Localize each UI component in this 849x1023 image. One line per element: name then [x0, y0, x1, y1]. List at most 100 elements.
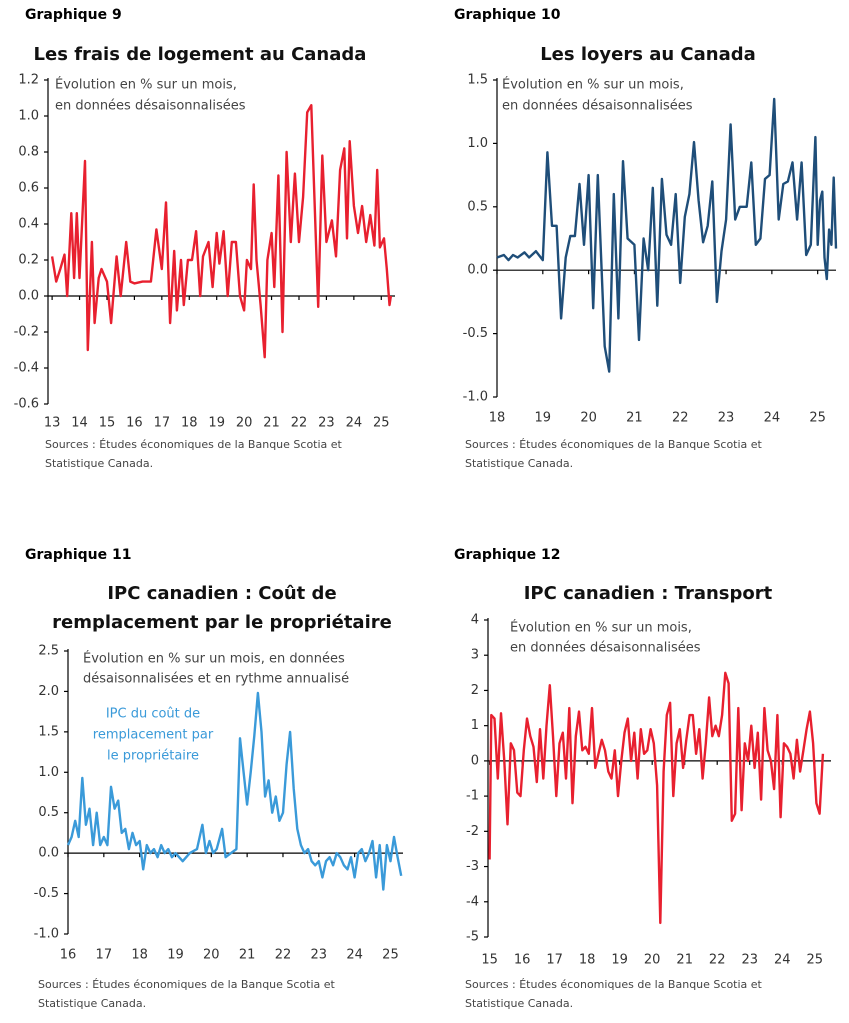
y-tick-label: 0.0 [18, 289, 39, 304]
x-tick-label: 22 [291, 416, 308, 431]
sources: Statistique Canada. [45, 457, 153, 470]
x-tick-label: 15 [99, 416, 116, 431]
y-tick-label: -0.2 [14, 325, 39, 340]
annotation: en données désaisonnalisées [55, 99, 246, 114]
data-line [496, 97, 838, 373]
y-tick-label: 1.2 [18, 73, 39, 88]
y-tick-label: 0.0 [38, 846, 59, 861]
x-tick-label: 21 [239, 948, 256, 963]
x-tick-label: 24 [764, 411, 781, 426]
y-tick-label: 0.5 [467, 199, 488, 214]
x-tick-label: 21 [676, 953, 693, 968]
x-tick-label: 22 [672, 411, 689, 426]
x-tick-label: 17 [96, 948, 113, 963]
y-tick-label: -0.6 [14, 397, 39, 412]
x-tick-label: 18 [489, 411, 506, 426]
sources: Sources : Études économiques de la Banqu… [38, 978, 336, 991]
x-tick-label: 23 [318, 416, 335, 431]
y-tick-label: 1 [471, 718, 479, 733]
series-label: remplacement par [93, 728, 214, 743]
chart-label: Graphique 12 [454, 547, 560, 563]
chart-label: Graphique 10 [454, 7, 561, 23]
y-tick-label: -4 [466, 894, 479, 909]
x-tick-label: 17 [154, 416, 171, 431]
x-tick-label: 21 [626, 411, 643, 426]
sources: Sources : Études économiques de la Banqu… [465, 978, 763, 991]
x-tick-label: 20 [236, 416, 253, 431]
chart-label: Graphique 9 [25, 7, 122, 23]
x-tick-label: 25 [373, 416, 390, 431]
x-tick-label: 19 [535, 411, 552, 426]
annotation: Évolution en % sur un mois, [55, 77, 237, 93]
y-tick-label: -0.4 [14, 361, 39, 376]
x-tick-label: 23 [741, 953, 758, 968]
x-tick-label: 15 [481, 953, 498, 968]
y-tick-label: 1.5 [467, 73, 488, 88]
chart-title: remplacement par le propriétaire [52, 612, 392, 633]
sources: Statistique Canada. [38, 997, 146, 1010]
y-tick-label: 1.0 [18, 109, 39, 124]
y-tick-label: -5 [466, 930, 479, 945]
chart-title: IPC canadien : Transport [524, 583, 773, 604]
y-tick-label: 0.2 [18, 253, 39, 268]
annotation: désaisonnalisées et en rythme annualisé [83, 672, 349, 687]
y-tick-label: -3 [466, 859, 479, 874]
annotation: en données désaisonnalisées [510, 641, 701, 656]
chart-title: IPC canadien : Coût de [107, 583, 336, 604]
x-tick-label: 25 [382, 948, 399, 963]
x-tick-label: 16 [126, 416, 143, 431]
y-tick-label: 1.5 [38, 724, 59, 739]
y-tick-label: 2 [471, 683, 479, 698]
data-line [488, 671, 825, 925]
sources: Statistique Canada. [465, 997, 573, 1010]
x-tick-label: 16 [60, 948, 77, 963]
y-tick-label: 0 [471, 753, 479, 768]
x-tick-label: 25 [806, 953, 823, 968]
x-tick-label: 19 [208, 416, 225, 431]
y-tick-label: -0.5 [34, 886, 59, 901]
x-tick-label: 23 [718, 411, 735, 426]
x-tick-label: 22 [709, 953, 726, 968]
x-tick-label: 19 [167, 948, 184, 963]
chart-label: Graphique 11 [25, 547, 131, 563]
y-tick-label: 4 [471, 613, 479, 628]
chart-title: Les loyers au Canada [540, 44, 756, 65]
x-tick-label: 23 [311, 948, 328, 963]
y-tick-label: 3 [471, 648, 479, 663]
x-tick-label: 17 [546, 953, 563, 968]
x-tick-label: 13 [44, 416, 61, 431]
annotation: Évolution en % sur un mois, [502, 77, 684, 93]
x-tick-label: 24 [346, 416, 363, 431]
x-tick-label: 25 [809, 411, 826, 426]
x-tick-label: 20 [203, 948, 220, 963]
series-label: le propriétaire [107, 749, 199, 764]
y-tick-label: 0.0 [467, 263, 488, 278]
y-tick-label: -1.0 [34, 927, 59, 942]
sources: Sources : Études économiques de la Banqu… [465, 438, 763, 451]
x-tick-label: 24 [774, 953, 791, 968]
y-tick-label: -1 [466, 789, 479, 804]
x-tick-label: 18 [131, 948, 148, 963]
chart-title: Les frais de logement au Canada [34, 44, 367, 65]
y-tick-label: 1.0 [38, 765, 59, 780]
y-tick-label: 0.4 [18, 217, 39, 232]
annotation: Évolution en % sur un mois, [510, 620, 692, 636]
x-tick-label: 18 [181, 416, 198, 431]
y-tick-label: 0.6 [18, 181, 39, 196]
x-tick-label: 16 [514, 953, 531, 968]
annotation: en données désaisonnalisées [502, 99, 693, 114]
x-tick-label: 24 [346, 948, 363, 963]
x-tick-label: 20 [580, 411, 597, 426]
x-tick-label: 14 [71, 416, 88, 431]
series-label: IPC du coût de [106, 707, 200, 722]
data-line [50, 104, 393, 359]
y-tick-label: 0.5 [38, 805, 59, 820]
x-tick-label: 21 [263, 416, 280, 431]
y-tick-label: 2.0 [38, 684, 59, 699]
sources: Statistique Canada. [465, 457, 573, 470]
annotation: Évolution en % sur un mois, en données [83, 651, 345, 667]
y-tick-label: 1.0 [467, 136, 488, 151]
y-tick-label: -1.0 [463, 390, 488, 405]
sources: Sources : Études économiques de la Banqu… [45, 438, 343, 451]
